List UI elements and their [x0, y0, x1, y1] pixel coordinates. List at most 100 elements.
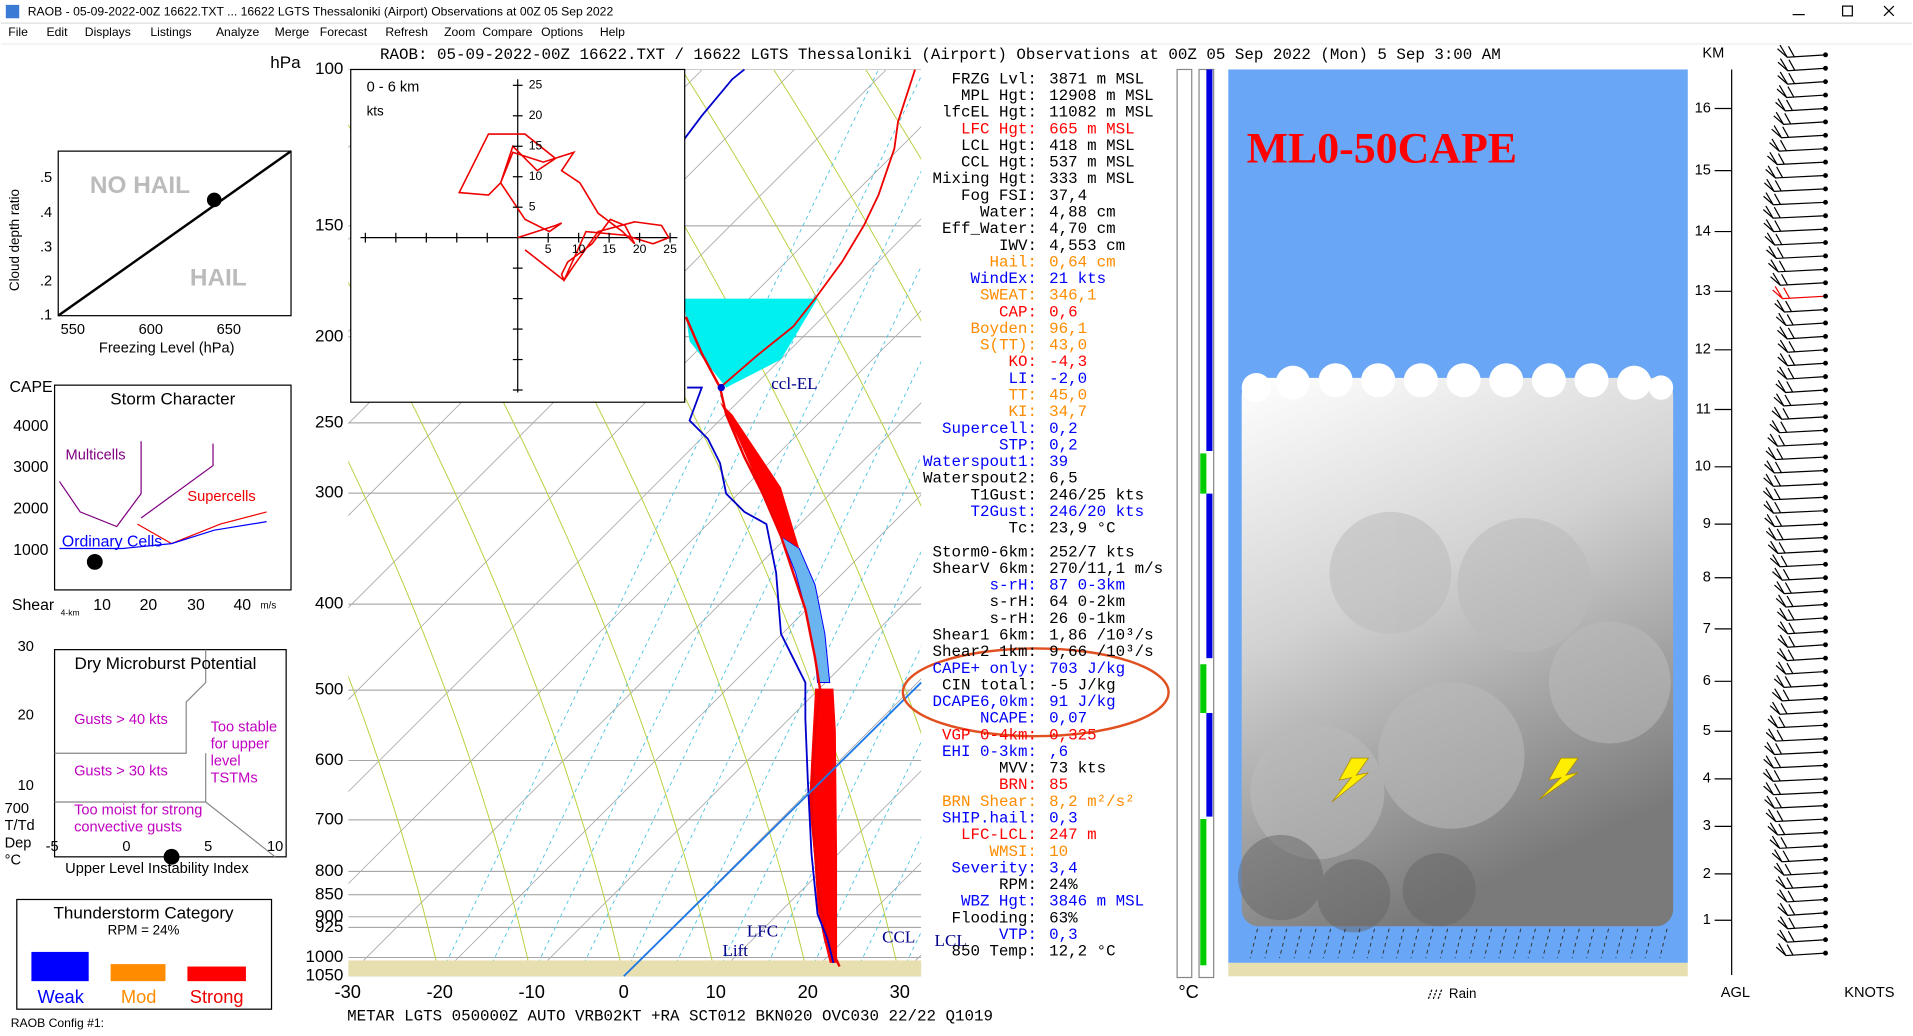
- parameter-label: Boyden:: [970, 320, 1036, 338]
- parameter-label: SHIP.hail:: [942, 810, 1037, 828]
- barb-dot: [1823, 333, 1828, 339]
- parameter-value: 45,0: [1049, 387, 1087, 405]
- barb-dot: [1823, 588, 1828, 594]
- wind-barb: [1768, 259, 1826, 273]
- wind-barb: [1775, 876, 1826, 890]
- close-button[interactable]: [1883, 5, 1895, 17]
- wind-barb: [1773, 674, 1826, 689]
- wind-barb: [1769, 420, 1826, 434]
- wind-barb: [1777, 353, 1826, 367]
- barb-dot: [1823, 776, 1828, 782]
- menu-item[interactable]: Analyze: [216, 25, 260, 39]
- y-axis-label: 700: [5, 801, 29, 817]
- parameter-label: 850 Temp:: [951, 943, 1036, 961]
- maximize-button[interactable]: [1841, 5, 1853, 17]
- parameter-label: Eff_Water:: [942, 220, 1037, 238]
- rain-drop: [1425, 928, 1434, 959]
- barb-dot: [1823, 293, 1828, 299]
- hail-line: [57, 150, 292, 317]
- barb-dot: [1823, 923, 1828, 929]
- pressure-label: 400: [315, 594, 343, 613]
- rain-drop: [1586, 928, 1595, 959]
- menu-item[interactable]: Forecast: [320, 25, 368, 39]
- wind-barb: [1775, 943, 1826, 957]
- menu-item[interactable]: Zoom: [444, 25, 475, 39]
- menu-item[interactable]: Merge: [275, 25, 310, 39]
- category-label: Strong: [190, 986, 244, 1007]
- parameter-value: 3871 m MSL: [1049, 70, 1144, 88]
- parameter-label: KO:: [1008, 353, 1036, 371]
- positive-area: [809, 688, 838, 963]
- barb-dot: [1823, 146, 1828, 152]
- metar: METAR LGTS 050000Z AUTO VRB02KT +RA SCT0…: [347, 1008, 993, 1026]
- wind-barb: [1770, 272, 1826, 286]
- wind-barb: [1777, 326, 1826, 340]
- wind-barb: [1767, 540, 1826, 554]
- menu-item[interactable]: Displays: [85, 25, 131, 39]
- menu-item[interactable]: Refresh: [385, 25, 428, 39]
- pressure-unit: hPa: [270, 53, 301, 72]
- wind-barb: [1764, 795, 1826, 809]
- wind-barb: [1769, 701, 1826, 715]
- parameter-label: S(TT):: [980, 337, 1037, 355]
- y-tick-label: .2: [40, 273, 52, 289]
- parameter-label: MPL Hgt:: [961, 87, 1037, 105]
- barb-dot: [1823, 347, 1828, 353]
- barb-dot: [1823, 280, 1828, 286]
- wind-barb: [1767, 715, 1826, 729]
- parameter-value: 87 0-3km: [1049, 577, 1125, 595]
- parameter-value: 21 kts: [1049, 270, 1106, 288]
- km-tick-label: 4: [1703, 771, 1711, 787]
- pressure-label: 150: [315, 215, 343, 234]
- parameter-value: 43,0: [1049, 337, 1087, 355]
- rain-drop: [1542, 928, 1551, 959]
- parameter-value: 96,1: [1049, 320, 1087, 338]
- wind-barb: [1766, 245, 1826, 260]
- temperature-label: 10: [706, 981, 726, 1002]
- wind-barb: [1773, 862, 1826, 876]
- km-tick-label: 15: [1695, 162, 1711, 178]
- wind-barb: [1765, 808, 1826, 823]
- barb-dot: [1823, 441, 1828, 447]
- barb-dot: [1823, 307, 1828, 313]
- barb-dot: [1823, 950, 1828, 956]
- barb-dot: [1823, 508, 1828, 514]
- menu-item[interactable]: Compare: [482, 25, 532, 39]
- pressure-label: 850: [315, 884, 343, 903]
- parameter-value: 346,1: [1049, 287, 1097, 305]
- barb-dot: [1823, 521, 1828, 527]
- menu-item[interactable]: Listings: [150, 25, 191, 39]
- parameter-label: CAP:: [999, 303, 1037, 321]
- wind-barb: [1763, 473, 1826, 487]
- km-label: KM: [1702, 45, 1724, 61]
- rain-drop: [1659, 928, 1668, 959]
- barb-dot: [1823, 843, 1828, 849]
- window-controls: [1792, 5, 1895, 17]
- dry-adiabat: [348, 460, 533, 977]
- barb-dot: [1823, 722, 1828, 728]
- parameter-value: -5 J/kg: [1049, 676, 1116, 694]
- hodo-tick-label: 5: [545, 242, 552, 256]
- barb-dot: [1823, 173, 1828, 178]
- region-line: [58, 441, 214, 528]
- y-tick-label: 3000: [13, 459, 48, 476]
- rain: [1249, 928, 1668, 959]
- menu-item[interactable]: Edit: [47, 25, 69, 39]
- temperature-label: -30: [334, 981, 360, 1002]
- menu-item[interactable]: Options: [541, 25, 583, 39]
- barb-dot: [1823, 226, 1828, 232]
- lightning: [1538, 757, 1579, 800]
- wind-barb: [1762, 205, 1826, 219]
- pressure-label: 100: [315, 59, 343, 78]
- menu-item[interactable]: Help: [600, 25, 625, 39]
- parameter-value: 0,2: [1049, 436, 1078, 454]
- wind-barb: [1771, 406, 1826, 420]
- x-tick-label: 600: [139, 322, 163, 338]
- panel-title: Dry Microburst Potential: [75, 654, 257, 673]
- menu-item[interactable]: File: [8, 25, 28, 39]
- wind-barb: [1775, 98, 1826, 112]
- wetbulb-line: [623, 681, 922, 977]
- hodo-tick-label: 25: [663, 242, 677, 256]
- wind-barb: [1764, 232, 1826, 246]
- parameter-label: MVV:: [999, 760, 1037, 778]
